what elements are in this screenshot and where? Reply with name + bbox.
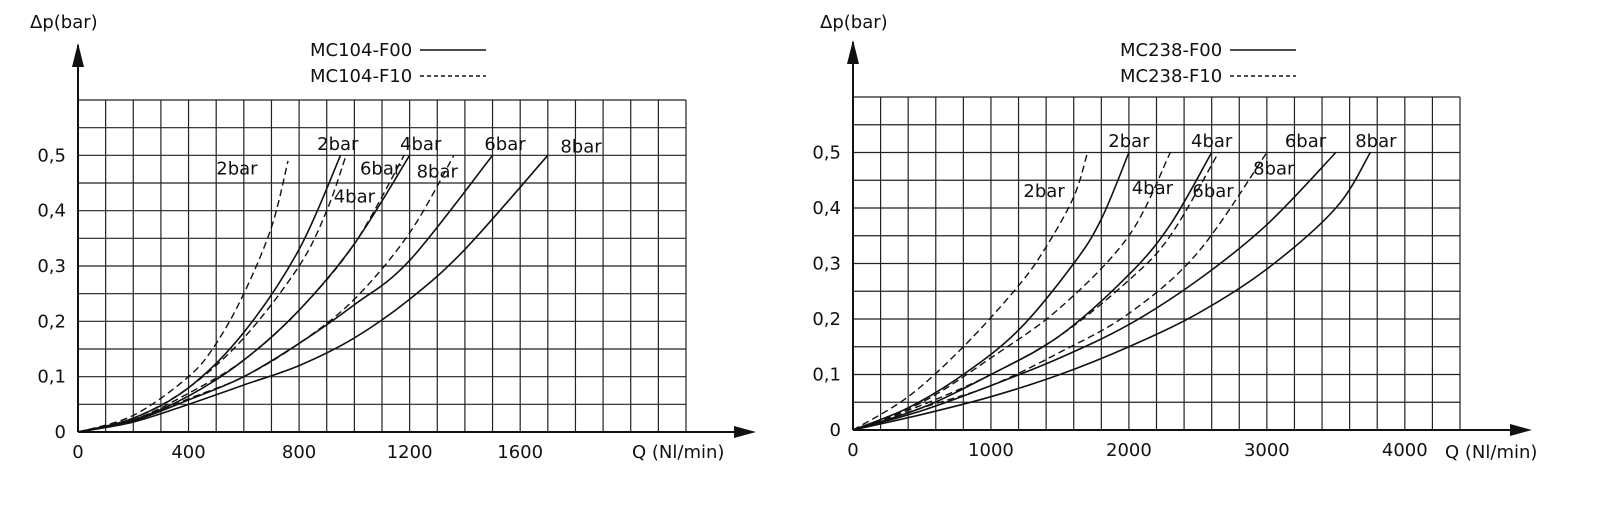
y-tick-label: 0,3 bbox=[37, 256, 66, 277]
curve-label: 6bar bbox=[484, 134, 526, 155]
y-axis-arrow-icon bbox=[72, 43, 84, 67]
y-axis-label: Δp(bar) bbox=[820, 12, 888, 33]
series-line-dashed-2bar bbox=[77, 160, 289, 433]
y-tick-label: 0 bbox=[55, 422, 66, 443]
curve-label: 6bar bbox=[1192, 181, 1234, 202]
series-line-dashed-8bar bbox=[77, 154, 455, 433]
curve-label: 6bar bbox=[360, 159, 402, 180]
legend-label: MC104-F00 bbox=[310, 40, 412, 61]
y-tick-label: 0,5 bbox=[37, 145, 66, 166]
series-line-dashed-6bar bbox=[852, 152, 1220, 431]
curve-label: 2bar bbox=[1108, 131, 1150, 152]
series-line-dashed-8bar bbox=[852, 152, 1268, 431]
curve-label: 4bar bbox=[1191, 131, 1233, 152]
curve-label: 2bar bbox=[1023, 181, 1065, 202]
x-tick-label: 3000 bbox=[1244, 440, 1290, 461]
y-tick-label: 0,2 bbox=[37, 311, 66, 332]
y-axis-arrow-icon bbox=[847, 40, 859, 64]
curve-label: 8bar bbox=[560, 137, 602, 158]
x-tick-label: 4000 bbox=[1382, 440, 1428, 461]
x-tick-label: 1200 bbox=[387, 442, 433, 463]
curve-label: 8bar bbox=[1253, 159, 1295, 180]
y-tick-label: 0,2 bbox=[812, 309, 841, 330]
series-line-solid-8bar bbox=[852, 152, 1372, 431]
x-tick-label: 800 bbox=[282, 442, 316, 463]
y-tick-label: 0,4 bbox=[37, 201, 66, 222]
series-line-dashed-2bar bbox=[852, 152, 1089, 431]
series-line-solid-6bar bbox=[852, 151, 1337, 431]
chart-grid bbox=[77, 99, 687, 433]
y-tick-label: 0,1 bbox=[37, 367, 66, 388]
x-tick-label: 0 bbox=[847, 440, 858, 461]
series-line-dashed-6bar bbox=[77, 154, 405, 433]
y-tick-label: 0,3 bbox=[812, 254, 841, 275]
y-tick-label: 0,1 bbox=[812, 365, 841, 386]
x-axis-arrow-icon bbox=[1510, 424, 1532, 436]
curve-label: 8bar bbox=[1355, 131, 1397, 152]
curve-label: 2bar bbox=[317, 134, 359, 155]
curve-label: 8bar bbox=[417, 161, 459, 182]
y-tick-label: 0,4 bbox=[812, 198, 841, 219]
legend-label: MC238-F00 bbox=[1120, 40, 1222, 61]
x-tick-label: 0 bbox=[72, 442, 83, 463]
series-line-solid-8bar bbox=[77, 154, 549, 433]
curve-label: 4bar bbox=[400, 134, 442, 155]
x-tick-label: 2000 bbox=[1106, 440, 1152, 461]
curve-label: 2bar bbox=[216, 159, 258, 180]
series-line-dashed-4bar bbox=[77, 155, 347, 433]
chart-mc104: Δp(bar) Q (Nl/min) 0 400 800 1200 1600 0 0,1 0,2 0… bbox=[30, 12, 756, 463]
x-axis-label: Q (Nl/min) bbox=[632, 442, 724, 463]
series-line-solid-2bar bbox=[852, 152, 1130, 431]
y-axis-label: Δp(bar) bbox=[30, 12, 98, 33]
x-axis-label: Q (Nl/min) bbox=[1445, 442, 1537, 463]
legend-label: MC104-F10 bbox=[310, 66, 412, 87]
chart-mc238: Δp(bar) Q (Nl/min) 0 1000 2000 3000 4000 0 0,1 0,… bbox=[812, 12, 1537, 463]
y-tick-label: 0 bbox=[830, 420, 841, 441]
curve-label: 6bar bbox=[1285, 131, 1327, 152]
legend-label: MC238-F10 bbox=[1120, 66, 1222, 87]
y-tick-label: 0,5 bbox=[812, 143, 841, 164]
x-tick-label: 400 bbox=[171, 442, 205, 463]
x-axis-arrow-icon bbox=[734, 426, 756, 438]
curve-label: 4bar bbox=[1132, 178, 1174, 199]
x-tick-label: 1600 bbox=[497, 442, 543, 463]
curve-label: 4bar bbox=[334, 186, 376, 207]
x-tick-label: 1000 bbox=[968, 440, 1014, 461]
